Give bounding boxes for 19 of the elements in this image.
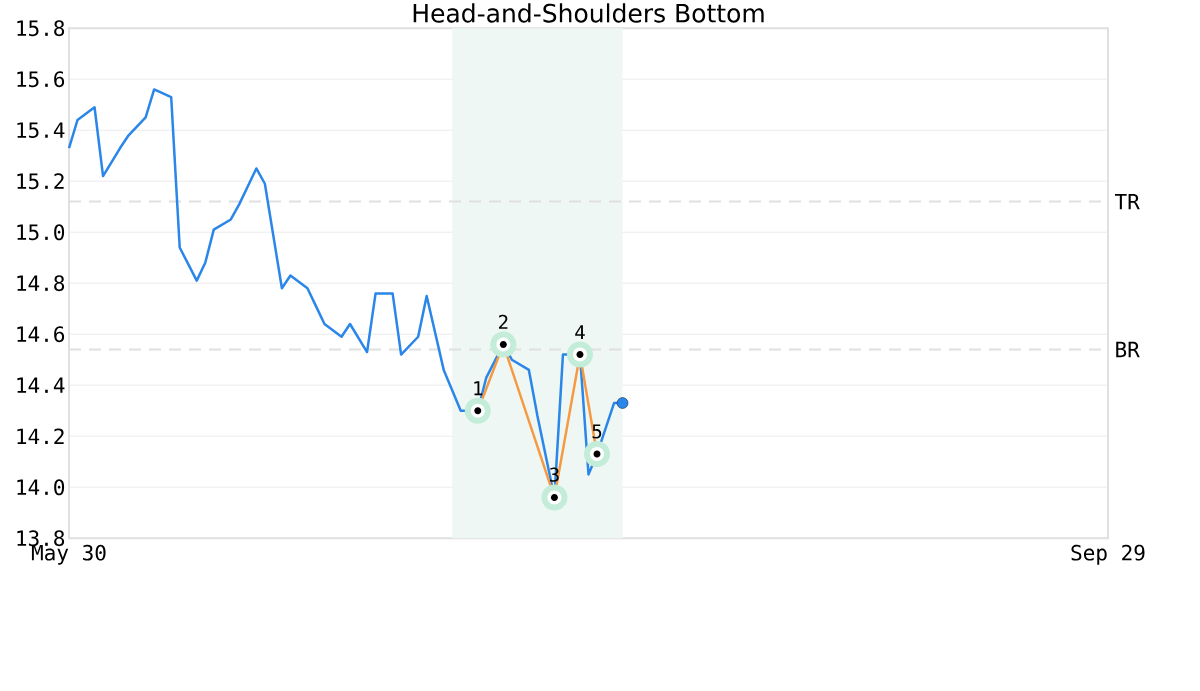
y-tick-label: 15.8 xyxy=(17,20,65,37)
y-tick-label: 15.0 xyxy=(17,224,65,241)
y-tick-label: 14.0 xyxy=(17,479,65,496)
annotation: 4 xyxy=(575,325,585,339)
ref-line-label: TR xyxy=(1115,193,1140,210)
y-tick-label: 14.8 xyxy=(17,275,65,292)
y-tick-label: 14.6 xyxy=(17,326,65,343)
annotation: 2 xyxy=(499,314,508,329)
y-tick-label: 14.4 xyxy=(17,377,65,393)
ref-line-label: BR xyxy=(1116,341,1140,358)
point xyxy=(616,397,629,409)
y-tick-label: 13.8 xyxy=(17,530,65,547)
y-tick-label: 15.6 xyxy=(17,71,65,88)
y-tick-label: 15.2 xyxy=(17,173,64,190)
y-tick-label: 14.2 xyxy=(17,428,64,444)
y-tick-label: 15.4 xyxy=(17,122,65,138)
chart-title: Head-and-Shoulders Bottom xyxy=(413,3,764,23)
x-tick-label: Sep 29 xyxy=(1071,544,1145,565)
annotation: 1 xyxy=(474,381,483,396)
